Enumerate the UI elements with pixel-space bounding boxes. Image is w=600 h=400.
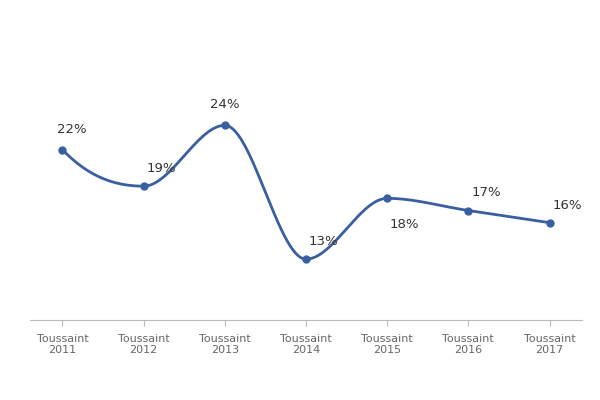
Text: 13%: 13% [309, 235, 338, 248]
Text: 18%: 18% [390, 218, 419, 231]
Text: 24%: 24% [210, 98, 239, 112]
Text: 17%: 17% [471, 186, 501, 199]
Text: 19%: 19% [146, 162, 176, 175]
Text: 16%: 16% [553, 198, 582, 212]
Text: 22%: 22% [57, 123, 86, 136]
